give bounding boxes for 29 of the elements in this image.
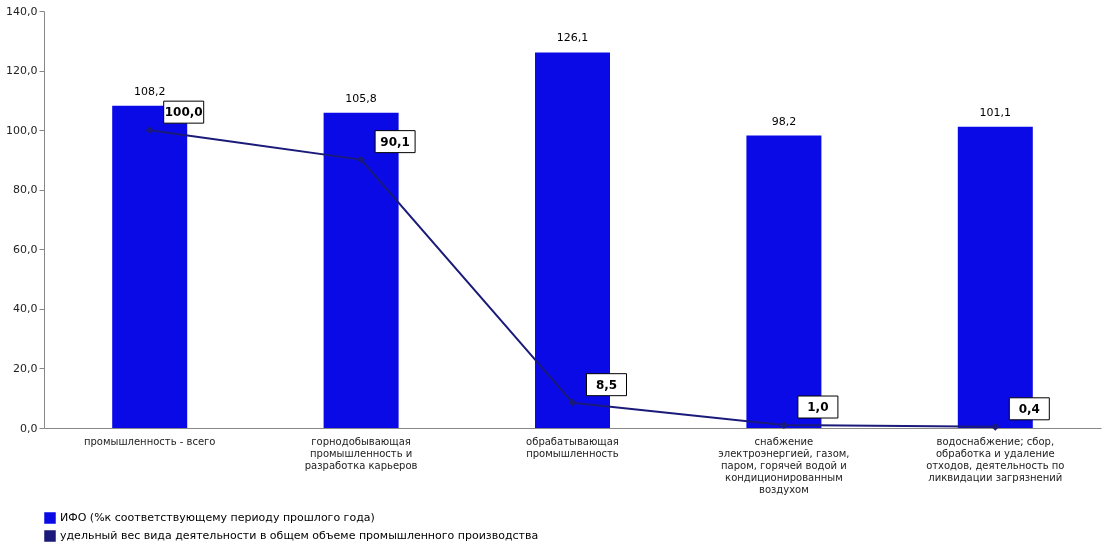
data-label: 98,2 bbox=[771, 114, 797, 128]
point bbox=[568, 398, 577, 407]
y-tick-label: 60,0 bbox=[13, 242, 38, 256]
x-tick-label: горнодобывающая промышленность и разработка карьеров bbox=[304, 435, 418, 471]
data-label: 105,8 bbox=[345, 91, 377, 105]
data-label: 1,0 bbox=[807, 400, 829, 415]
x-tick-label: водоснабжение; сбор, обработка и удаление отходов, деятельность по ликвидации загрязнений bbox=[926, 435, 1065, 483]
y-tick-label: 120,0 bbox=[6, 64, 38, 78]
data-label: 100,0 bbox=[164, 105, 203, 120]
y-tick-label: 80,0 bbox=[13, 183, 38, 197]
y-tick-label: 40,0 bbox=[13, 302, 38, 316]
y-tick-label: 100,0 bbox=[6, 123, 38, 137]
y-tick-label: 140,0 bbox=[6, 4, 38, 18]
x-tick-label: промышленность - всего bbox=[83, 435, 216, 447]
y-tick-label: 0,0 bbox=[20, 421, 38, 435]
data-label: 108,2 bbox=[133, 84, 166, 98]
legend-label: ИФО (%к соответствующему периоду прошлого года) bbox=[60, 511, 375, 524]
x-tick-label: обрабатывающая промышленность bbox=[526, 435, 619, 459]
data-label: 126,1 bbox=[556, 31, 589, 45]
data-label: 8,5 bbox=[595, 377, 618, 392]
data-label: 101,1 bbox=[979, 105, 1012, 119]
x-tick-label: снабжение электроэнергией, газом, паром, горячей водой и кондиционированным воздухом bbox=[718, 435, 850, 495]
data-label: 0,4 bbox=[1018, 401, 1040, 416]
point bbox=[357, 155, 365, 164]
data-label: 90,1 bbox=[380, 134, 410, 149]
legend-label: удельный вес вида деятельности в общем объеме промышленного производства bbox=[60, 529, 539, 542]
point bbox=[145, 126, 154, 135]
point bbox=[991, 422, 1000, 431]
y-tick-label: 20,0 bbox=[13, 361, 38, 375]
